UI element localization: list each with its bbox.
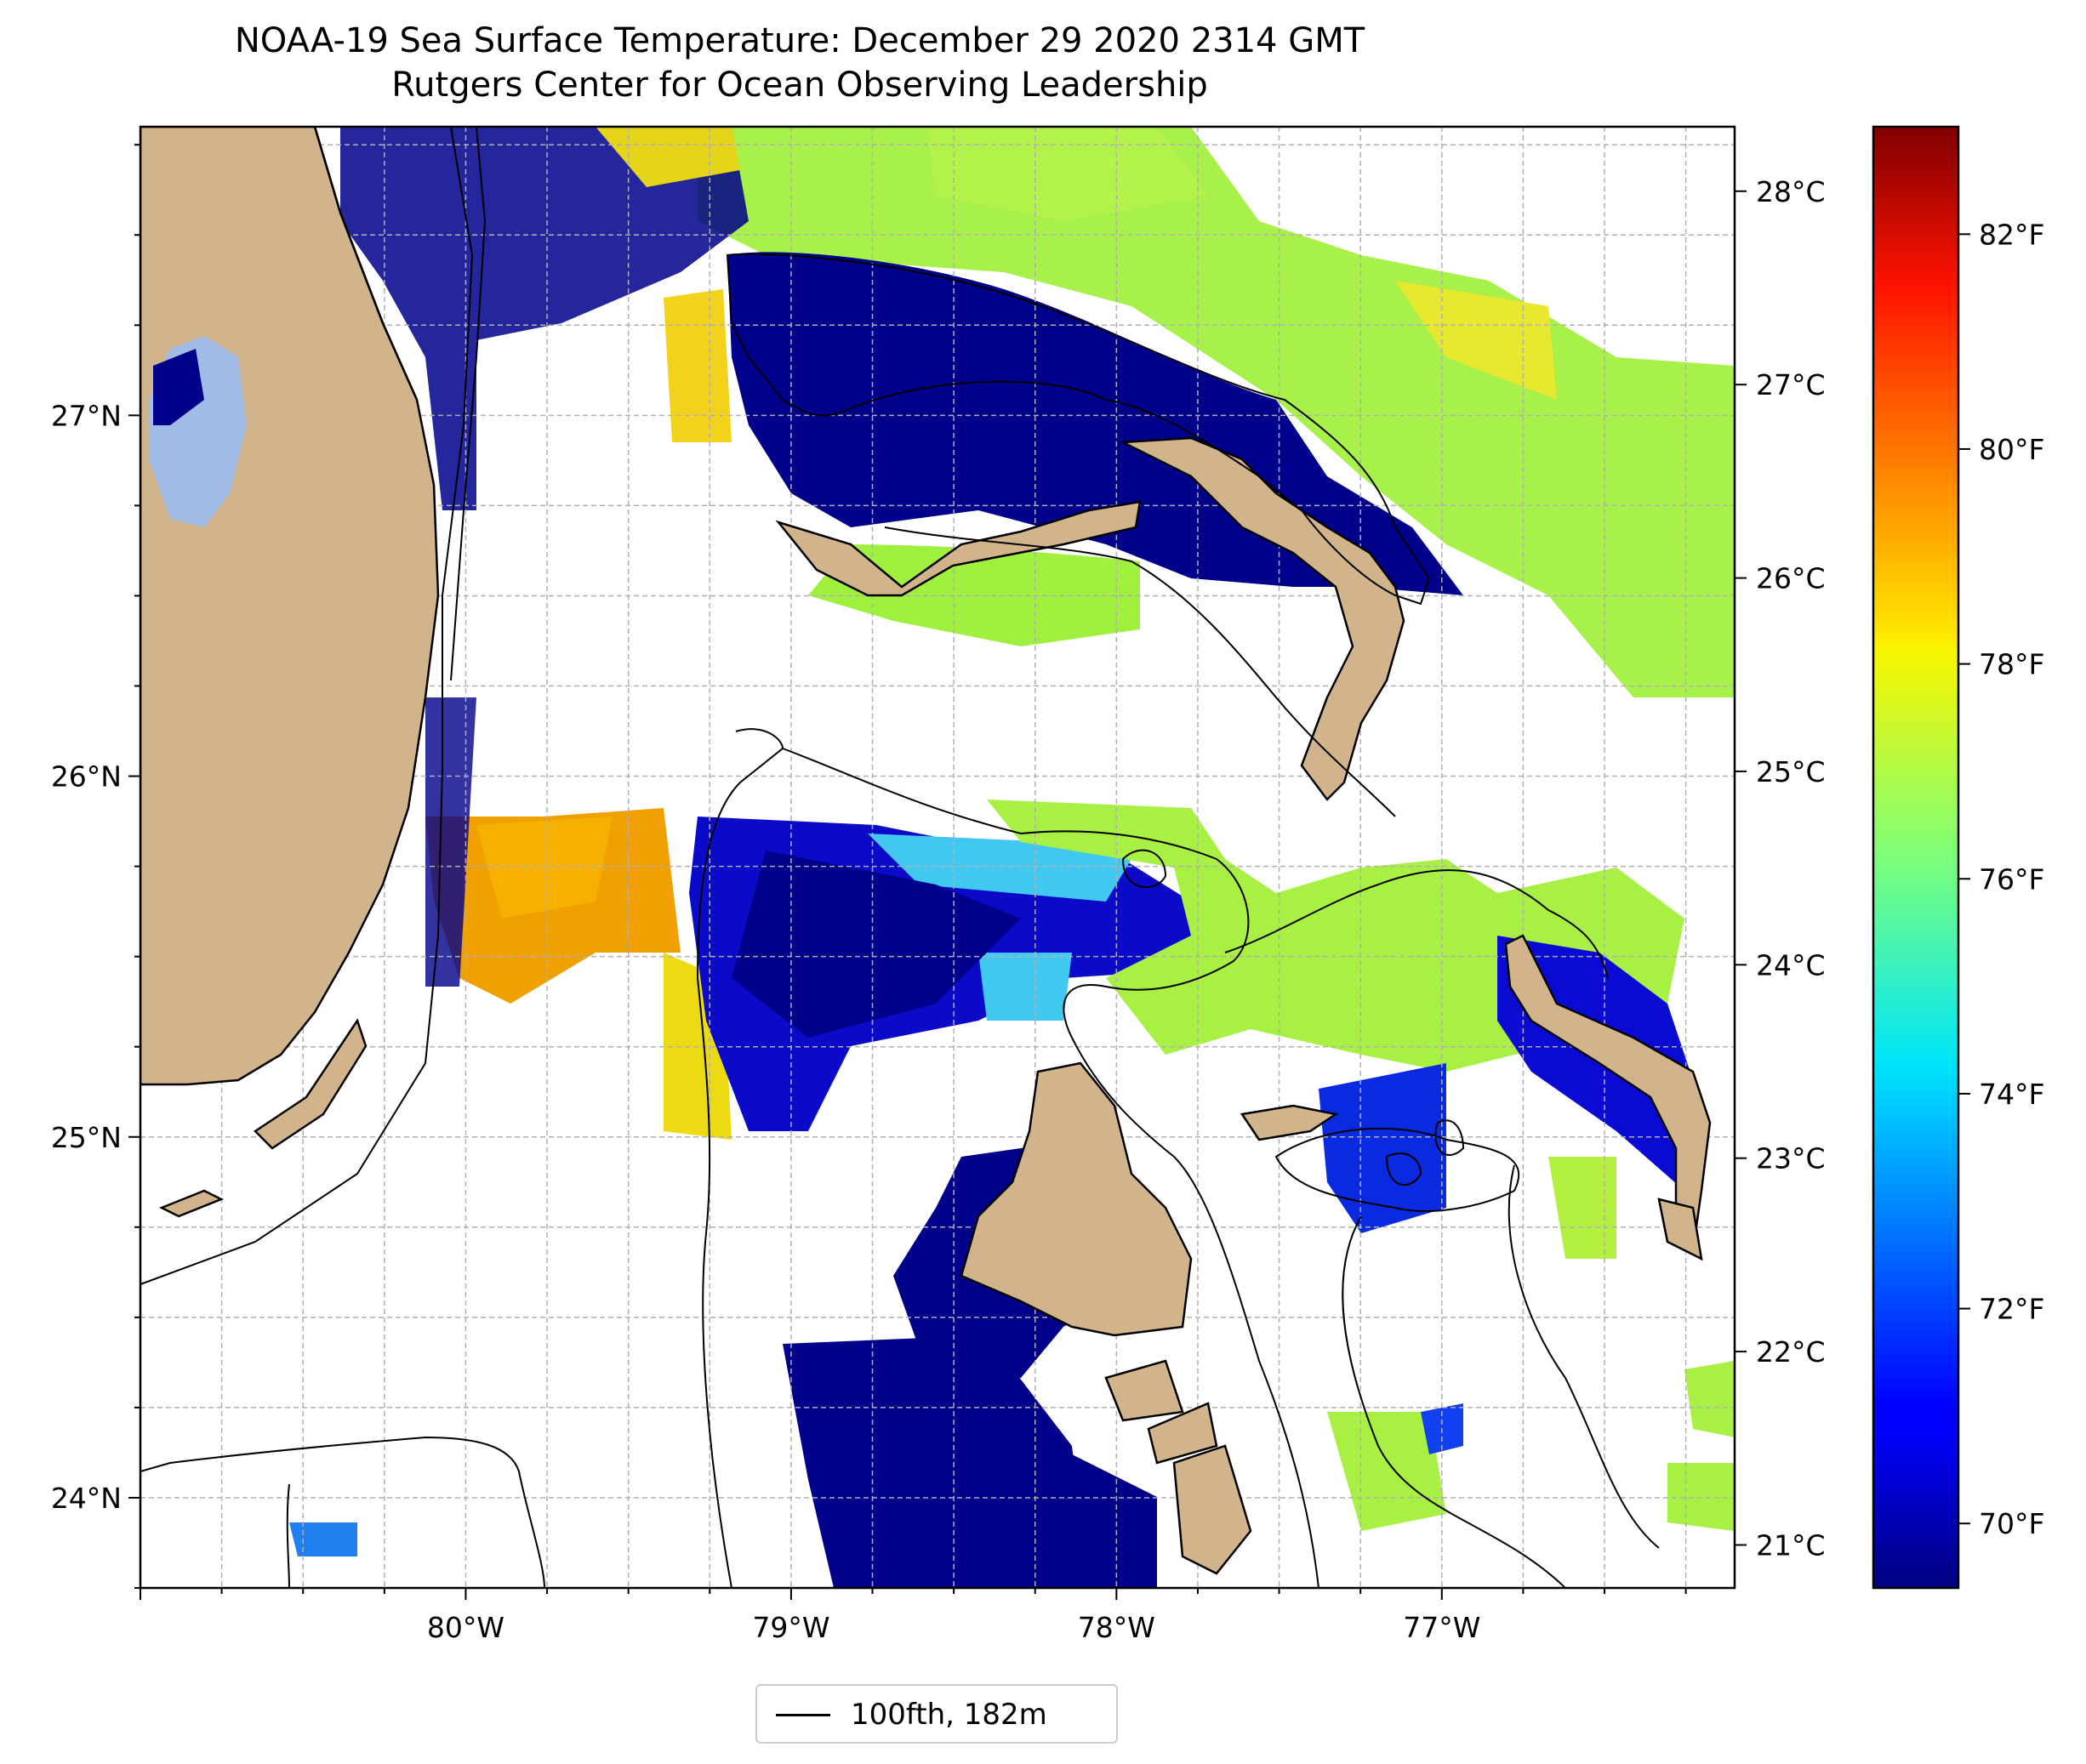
fahrenheit-tick-label: 82°F [1979,218,2044,251]
celsius-tick-label: 28°C [1756,175,1826,208]
map-subtitle: Rutgers Center for Ocean Observing Leade… [391,65,1208,105]
lake-cold-patch [153,349,204,425]
fahrenheit-tick-label: 72°F [1979,1293,2044,1326]
lon-tick-label: 80°W [427,1611,504,1644]
fahrenheit-tick-label: 78°F [1979,648,2044,681]
map-title: NOAA-19 Sea Surface Temperature: Decembe… [234,21,1365,60]
colorbar [1872,125,1960,1590]
fahrenheit-tick-label: 76°F [1979,862,2044,896]
legend-label: 100fth, 182m [851,1698,1047,1732]
map-area [140,127,1735,1588]
latitude-axis: 24°N 25°N 26°N 27°N [51,144,140,1589]
lat-tick-label: 25°N [51,1121,122,1154]
celsius-tick-label: 21°C [1756,1528,1826,1562]
celsius-tick-label: 27°C [1756,368,1826,401]
celsius-ticks: 21°C 22°C 23°C 24°C 25°C 26°C 27°C 28°C [1735,175,1826,1562]
lat-tick-label: 24°N [51,1482,122,1515]
celsius-tick-label: 22°C [1756,1335,1826,1369]
longitude-axis: 80°W 79°W 78°W 77°W [140,1588,1687,1644]
lon-tick-label: 77°W [1403,1611,1480,1644]
celsius-tick-label: 24°C [1756,948,1826,982]
fahrenheit-tick-label: 80°F [1979,433,2044,466]
fahrenheit-tick-label: 74°F [1979,1078,2044,1111]
gridlines [140,127,1735,1588]
lon-tick-label: 79°W [752,1611,829,1644]
lon-tick-label: 78°W [1078,1611,1155,1644]
celsius-tick-label: 26°C [1756,562,1826,595]
celsius-tick-label: 25°C [1756,755,1826,788]
isobath-100fth [140,127,1660,1588]
fahrenheit-ticks: 70°F 72°F 74°F 76°F 78°F 80°F 82°F [1958,218,2044,1540]
celsius-tick-label: 23°C [1756,1142,1826,1175]
map-frame [139,125,1736,1590]
florida-coastline [313,127,419,401]
lat-tick-label: 26°N [51,760,122,794]
legend: 100fth, 182m [755,1684,1118,1744]
lat-tick-label: 27°N [51,399,122,432]
legend-line-sample [776,1714,830,1716]
fahrenheit-tick-label: 70°F [1979,1507,2044,1540]
